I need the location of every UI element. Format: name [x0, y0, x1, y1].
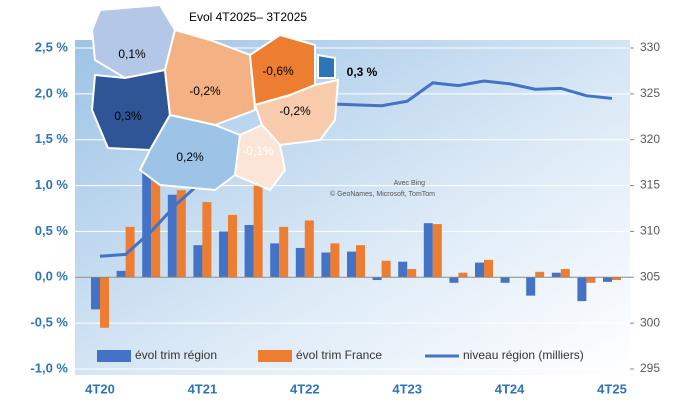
map-region: [317, 53, 336, 79]
bar: [193, 245, 203, 278]
y2-tick-label: 310: [640, 224, 660, 238]
y-tick-label: 2,0 %: [35, 85, 69, 100]
y2-tick-label: 300: [640, 315, 660, 329]
bar: [116, 270, 126, 278]
bar: [100, 277, 109, 328]
legend-swatch: [97, 350, 131, 362]
bar: [151, 169, 161, 278]
bar: [330, 243, 340, 278]
legend-label: évol trim région: [135, 348, 217, 362]
bar: [270, 243, 280, 278]
bar: [244, 225, 254, 278]
x-tick-label: 4T24: [495, 381, 525, 396]
bar: [577, 277, 587, 302]
map: Evol 4T2025– 3T2025 0,1% 0,3% -0,2% -0,6…: [90, 3, 435, 198]
y-tick-label: 1,5 %: [35, 131, 69, 146]
map-label: -0,6%: [262, 64, 294, 78]
bar: [551, 272, 561, 278]
bar: [484, 259, 493, 278]
y2-tick-label: 330: [640, 40, 660, 54]
bar: [142, 163, 152, 278]
y2-tick-label: 320: [640, 132, 660, 146]
bar: [176, 190, 186, 278]
bar: [432, 224, 442, 278]
x-tick-label: 4T20: [85, 381, 115, 396]
bar: [560, 269, 570, 278]
map-label: 0,3%: [114, 109, 142, 123]
y-tick-label: 0,0 %: [35, 269, 69, 284]
y-tick-label: 2,5 %: [35, 39, 69, 54]
map-title: Evol 4T2025– 3T2025: [189, 10, 307, 24]
map-region: [253, 78, 340, 147]
bar: [475, 262, 484, 278]
map-label: 0,2%: [176, 150, 204, 164]
bar: [449, 277, 459, 283]
bar: [228, 214, 237, 278]
map-region: [163, 28, 257, 127]
legend-label: évol trim France: [296, 348, 382, 362]
bar: [407, 269, 417, 278]
legend-label: niveau région (milliers): [463, 348, 584, 362]
map-label: 0,3 %: [347, 65, 378, 79]
bar: [279, 226, 289, 278]
x-tick-label: 4T25: [597, 381, 627, 396]
y-tick-label: -0,5 %: [30, 315, 68, 330]
y2-tick-label: 295: [640, 361, 660, 375]
bar: [372, 277, 382, 281]
y-tick-label: 0,5 %: [35, 223, 69, 238]
bar: [458, 272, 468, 278]
y-tick-label: -1,0 %: [30, 360, 68, 375]
map-region: [233, 123, 287, 192]
x-tick-label: 4T23: [392, 381, 422, 396]
x-tick-label: 4T21: [188, 381, 218, 396]
legend-swatch: [258, 350, 292, 362]
bar: [167, 194, 177, 278]
y2-tick-label: 315: [640, 178, 660, 192]
bar: [253, 185, 263, 278]
bar: [526, 277, 536, 296]
bar: [398, 261, 408, 278]
y2-tick-label: 325: [640, 86, 660, 100]
bar: [321, 252, 331, 278]
map-label: -0,2%: [189, 84, 221, 98]
bar: [91, 277, 100, 310]
bar: [612, 277, 621, 281]
map-label: -0,1%: [242, 144, 274, 158]
bar: [304, 220, 314, 278]
bar: [381, 260, 391, 278]
bar: [535, 271, 545, 278]
bar: [219, 231, 228, 278]
map-label: -0,2%: [279, 104, 311, 118]
bar: [603, 277, 612, 282]
y2-tick-label: 305: [640, 269, 660, 283]
line-series: [99, 79, 613, 258]
x-tick-label: 4T22: [290, 381, 320, 396]
map-credit: Avec Bing: [394, 180, 425, 187]
y-tick-label: 1,0 %: [35, 177, 69, 192]
map-credit: © GeoNames, Microsoft, TomTom: [330, 190, 435, 198]
bar: [295, 247, 305, 278]
bar: [500, 277, 510, 283]
bar: [423, 223, 433, 278]
bar: [202, 202, 212, 278]
bar: [586, 277, 596, 283]
bar: [356, 245, 365, 278]
bar: [347, 251, 356, 278]
map-label: 0,1%: [118, 47, 146, 61]
